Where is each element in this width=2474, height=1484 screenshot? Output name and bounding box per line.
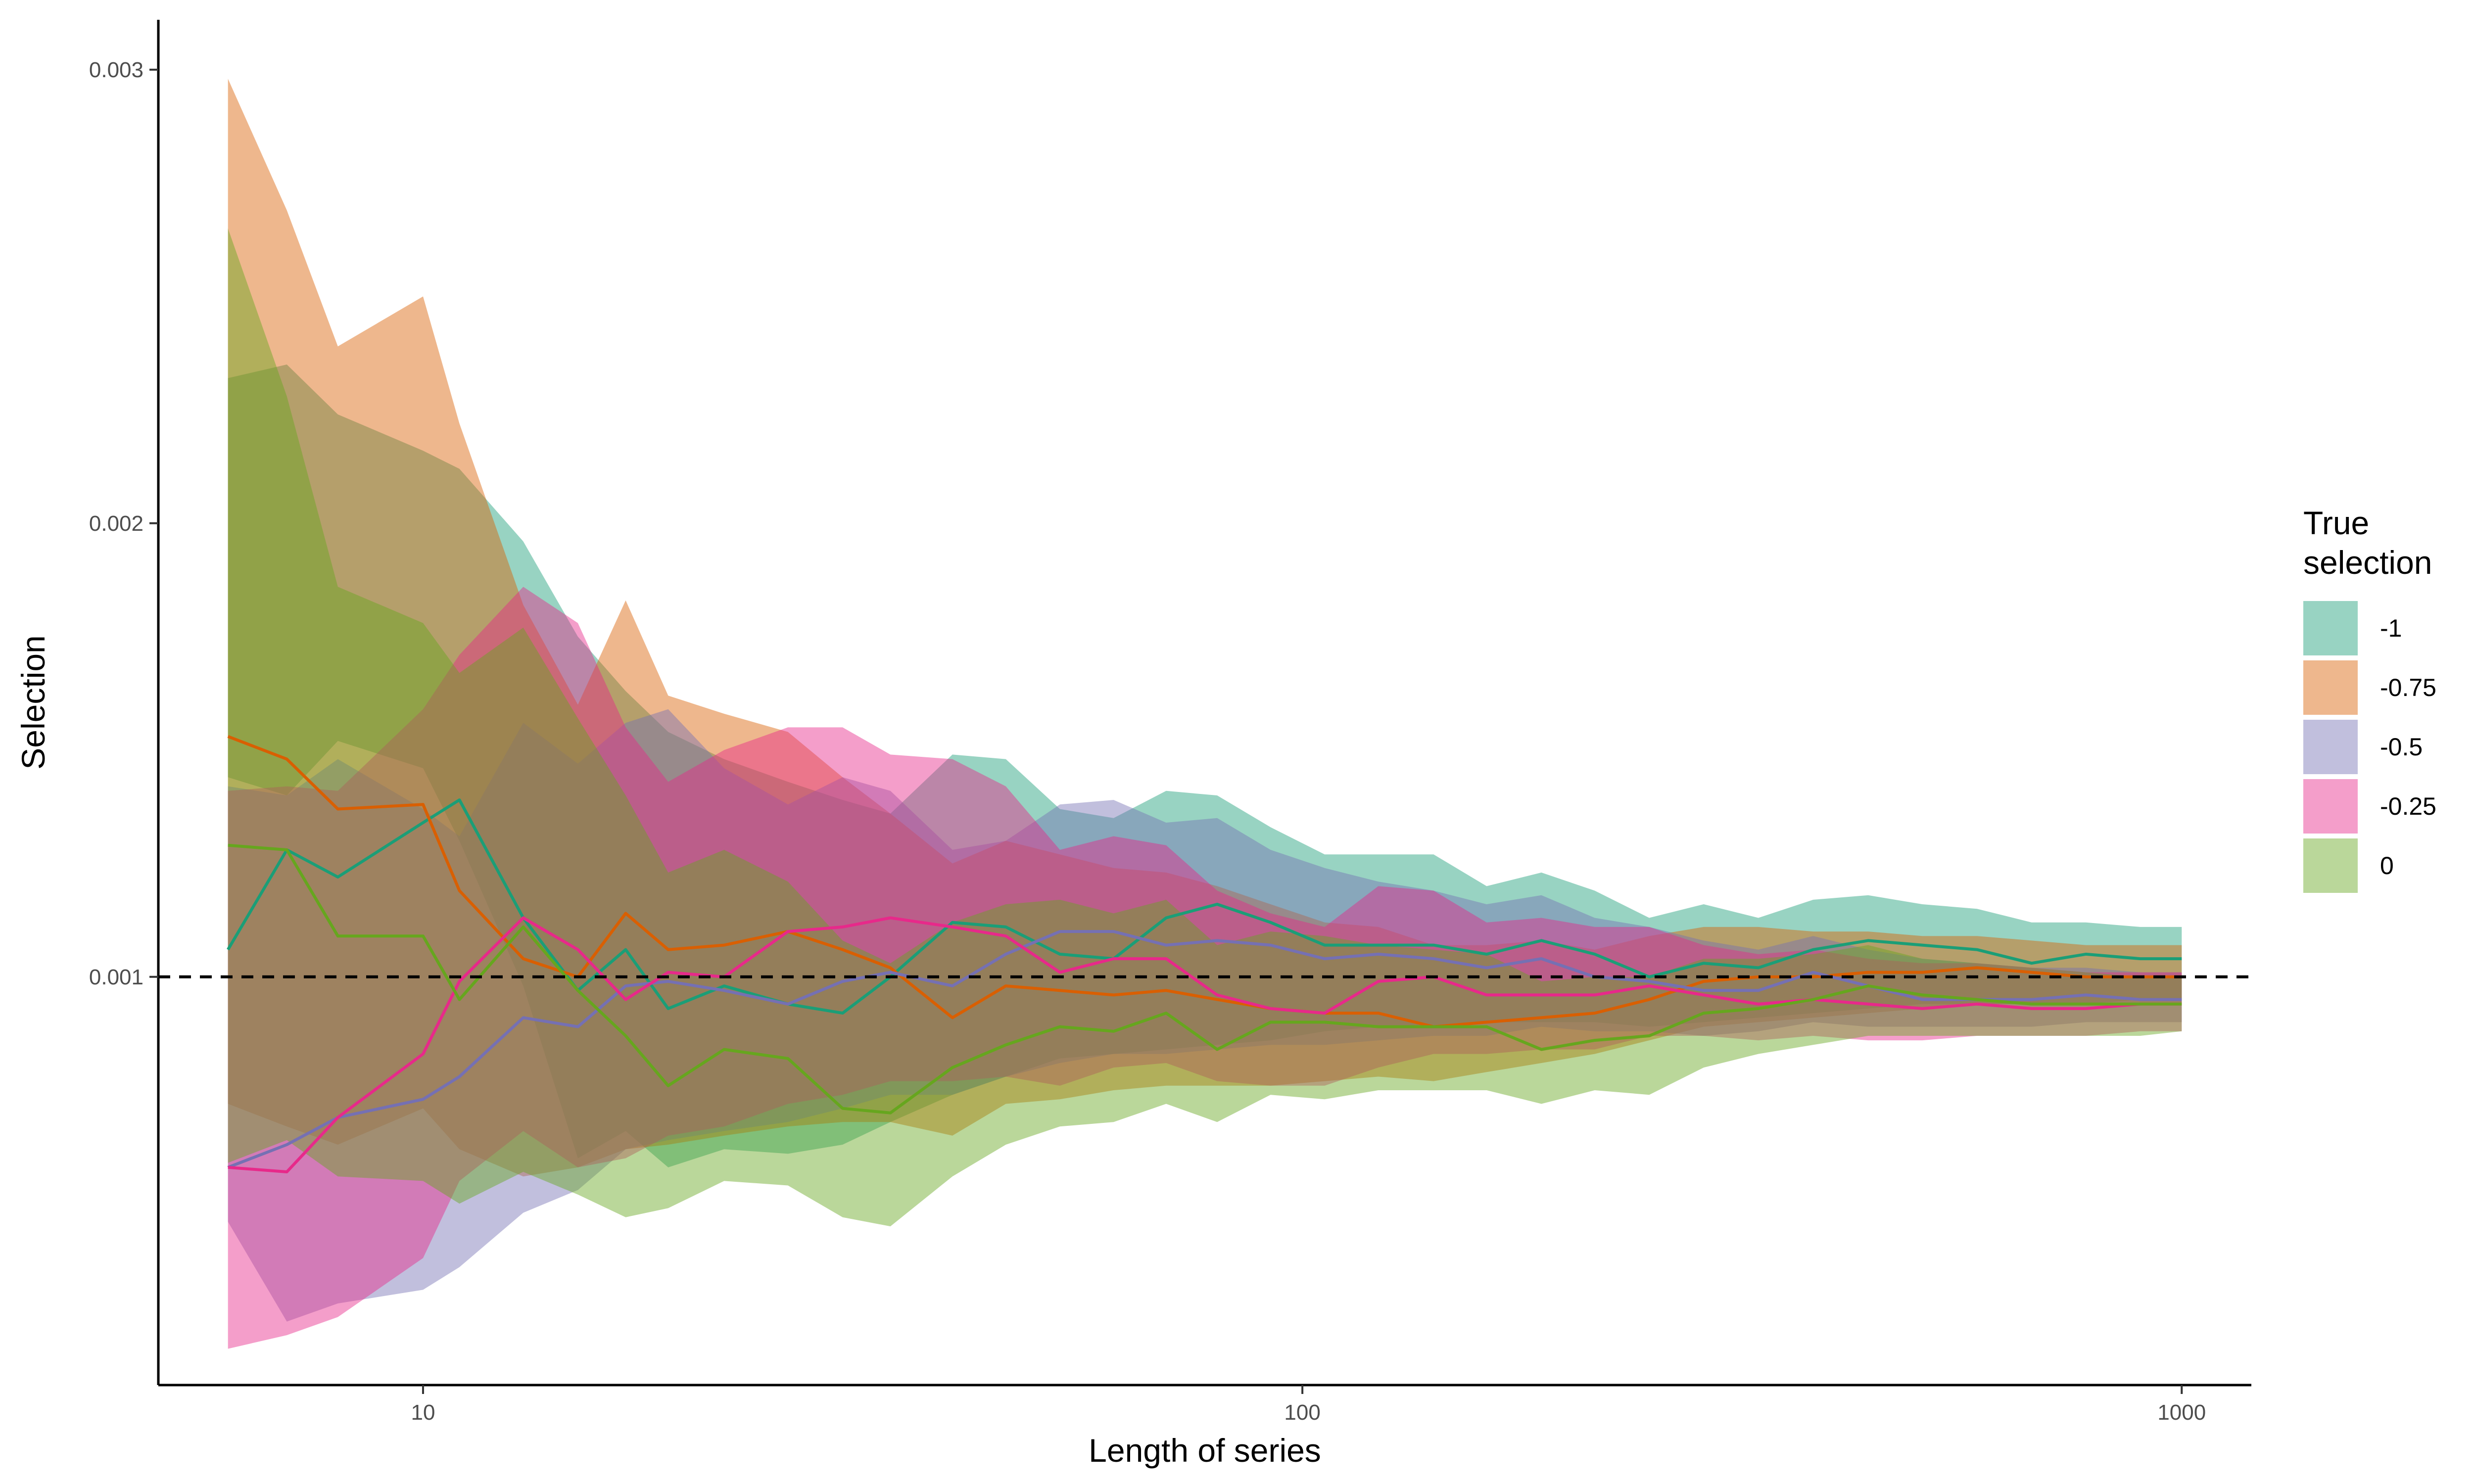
y-tick-label: 0.002 xyxy=(89,511,143,536)
ribbon-series-3 xyxy=(228,587,2182,1349)
line-series-4 xyxy=(228,843,2182,1114)
legend-items: -1 -0.75 -0.5 -0.25 0 xyxy=(2303,601,2436,893)
line-layer xyxy=(227,735,2182,1173)
y-tick-label: 0.001 xyxy=(89,965,143,989)
x-tick-label: 10 xyxy=(411,1400,435,1425)
legend-key xyxy=(2303,660,2358,715)
legend-title-line-2: selection xyxy=(2303,544,2432,581)
ribbon-series-4 xyxy=(228,228,2182,1227)
legend-key xyxy=(2303,601,2358,655)
legend-key xyxy=(2303,838,2358,893)
y-tick-label: 0.003 xyxy=(89,58,143,82)
legend-label: -1 xyxy=(2380,614,2402,642)
legend-title-line-1: True xyxy=(2303,505,2369,541)
legend-label: -0.75 xyxy=(2380,674,2436,701)
legend-label: -0.25 xyxy=(2380,792,2436,820)
legend-title: True selection xyxy=(2303,505,2432,581)
ribbon-series-1 xyxy=(228,79,2182,1177)
legend-key xyxy=(2303,720,2358,774)
line-series-3 xyxy=(228,916,2182,1173)
x-axis-title: Length of series xyxy=(1089,1432,1321,1469)
x-ticks: 10 100 1000 xyxy=(411,1385,2206,1425)
x-tick-label: 1000 xyxy=(2157,1400,2206,1425)
legend-label: -0.5 xyxy=(2380,733,2423,761)
legend: True selection -1 -0.75 -0.5 -0.25 0 xyxy=(2303,505,2436,893)
y-axis-title: Selection xyxy=(15,635,51,770)
ribbon-series-2 xyxy=(228,709,2182,1322)
legend-key xyxy=(2303,779,2358,834)
legend-label: 0 xyxy=(2380,852,2394,880)
x-tick-label: 100 xyxy=(1284,1400,1320,1425)
axes: 0.001 0.002 0.003 10 100 1000 xyxy=(89,20,2251,1425)
y-ticks: 0.001 0.002 0.003 xyxy=(89,58,158,989)
ribbon-layer xyxy=(228,79,2182,1349)
